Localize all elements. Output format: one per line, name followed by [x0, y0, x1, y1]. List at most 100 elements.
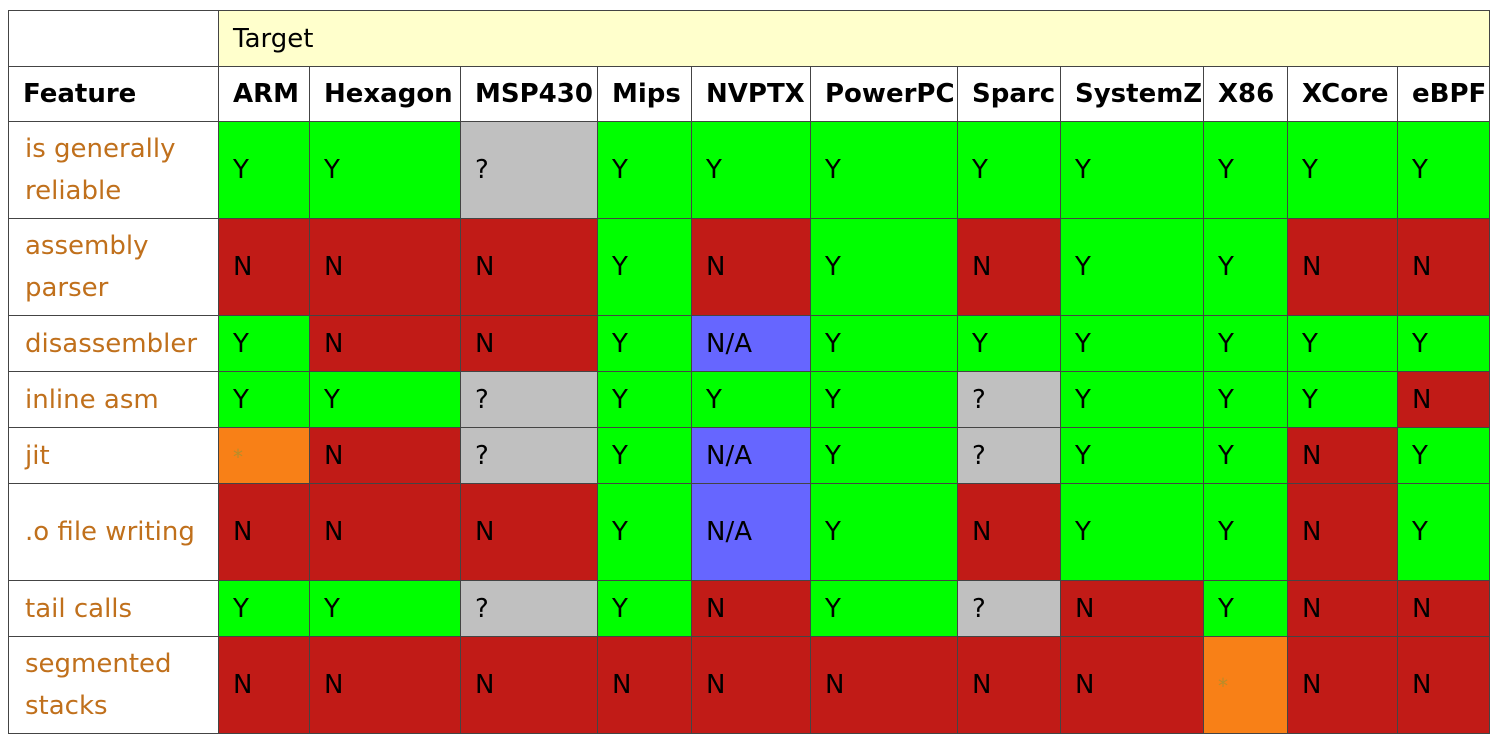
status-value: Y	[1075, 328, 1091, 359]
target-header-powerpc: PowerPC	[810, 66, 958, 122]
status-cell: N	[309, 315, 461, 372]
status-cell: Y	[309, 371, 461, 428]
status-cell: N/A	[691, 483, 811, 581]
status-value: N/A	[706, 517, 752, 547]
status-cell: Y	[1287, 121, 1398, 219]
status-cell: Y	[1060, 121, 1204, 219]
table-row: jit * N? Y N/A Y? Y Y N Y	[8, 427, 1490, 484]
status-cell: Y	[1060, 315, 1204, 372]
target-header-arm: ARM	[218, 66, 310, 122]
status-cell: N	[957, 218, 1061, 316]
status-value: N	[324, 440, 344, 471]
feature-header: Feature	[8, 66, 219, 122]
status-value: N	[233, 517, 253, 547]
status-cell: ?	[460, 580, 598, 637]
status-value: N	[233, 252, 253, 282]
status-cell: Y	[1203, 218, 1288, 316]
status-value: ?	[475, 384, 489, 415]
status-value: Y	[233, 328, 249, 359]
status-value: N	[475, 517, 495, 547]
status-cell: Y	[691, 121, 811, 219]
status-value: Y	[1218, 155, 1234, 185]
table-row: is generally reliable Y Y? Y Y Y Y Y Y Y Y	[8, 121, 1490, 219]
status-cell: Y	[1060, 371, 1204, 428]
feature-link[interactable]: assembly parser	[8, 218, 219, 316]
status-cell: N	[218, 218, 310, 316]
status-value: Y	[233, 593, 249, 624]
status-cell: Y	[1397, 427, 1490, 484]
status-value: *	[1218, 674, 1228, 698]
status-value: Y	[825, 517, 841, 547]
target-header-mips: Mips	[597, 66, 692, 122]
table-row: inline asm Y Y? Y Y Y? Y Y Y N	[8, 371, 1490, 428]
status-value: Y	[706, 384, 722, 415]
status-value: N	[233, 670, 253, 700]
table-row: assembly parser N N N Y N Y N Y Y N N	[8, 218, 1490, 316]
feature-link[interactable]: is generally reliable	[8, 121, 219, 219]
status-cell: N	[1060, 636, 1204, 734]
status-cell: Y	[1203, 371, 1288, 428]
header-row-target: Target	[8, 10, 1490, 67]
status-value: ?	[475, 155, 489, 185]
status-cell: Y	[810, 427, 958, 484]
status-value: N	[972, 670, 992, 700]
feature-link[interactable]: jit	[8, 427, 219, 484]
target-header: Target	[218, 10, 1490, 67]
status-value: Y	[1302, 155, 1318, 185]
status-cell: Y	[1203, 315, 1288, 372]
status-value: Y	[1218, 593, 1234, 624]
status-cell: Y	[218, 121, 310, 219]
status-cell: Y	[597, 483, 692, 581]
target-header-ebpf: eBPF	[1397, 66, 1490, 122]
status-value: Y	[1218, 328, 1234, 359]
status-cell: N	[218, 636, 310, 734]
target-header-nvptx: NVPTX	[691, 66, 811, 122]
status-cell: N	[1397, 371, 1490, 428]
status-cell: N	[957, 483, 1061, 581]
status-value: Y	[612, 328, 628, 359]
status-cell: N	[691, 636, 811, 734]
status-value: Y	[825, 593, 841, 624]
status-value: Y	[1075, 440, 1091, 471]
target-feature-matrix: Target Feature ARM Hexagon MSP430 Mips NVPTX…	[8, 10, 1490, 734]
status-cell: N	[1397, 636, 1490, 734]
status-value: N	[1302, 517, 1322, 547]
status-cell: Y	[810, 580, 958, 637]
status-cell: N	[218, 483, 310, 581]
status-cell: Y	[597, 315, 692, 372]
status-cell: N	[691, 580, 811, 637]
status-value: Y	[612, 384, 628, 415]
status-value: Y	[612, 440, 628, 471]
feature-link[interactable]: .o file writing	[8, 483, 219, 581]
status-value: N	[475, 670, 495, 700]
status-cell: Y	[810, 315, 958, 372]
status-value: Y	[972, 155, 988, 185]
status-value: Y	[324, 384, 340, 415]
status-value: Y	[324, 593, 340, 624]
status-value: N	[1412, 593, 1432, 624]
status-value: N	[1302, 440, 1322, 471]
status-value: Y	[1075, 155, 1091, 185]
status-cell: N	[309, 636, 461, 734]
feature-link[interactable]: tail calls	[8, 580, 219, 637]
status-cell: Y	[810, 218, 958, 316]
status-cell: ?	[460, 121, 598, 219]
status-value: Y	[825, 440, 841, 471]
status-cell: Y	[810, 483, 958, 581]
status-cell: N	[460, 483, 598, 581]
status-value: Y	[972, 328, 988, 359]
status-cell: Y	[597, 218, 692, 316]
status-value: Y	[612, 252, 628, 282]
status-value: ?	[972, 440, 986, 471]
status-value: N	[1075, 670, 1095, 700]
status-value: Y	[1075, 517, 1091, 547]
status-value: N	[324, 252, 344, 282]
feature-link[interactable]: inline asm	[8, 371, 219, 428]
feature-link[interactable]: disassembler	[8, 315, 219, 372]
status-value: Y	[233, 384, 249, 415]
header-row-targets: Feature ARM Hexagon MSP430 Mips NVPTX PowerPC…	[8, 66, 1490, 122]
status-cell: Y	[1203, 483, 1288, 581]
feature-link[interactable]: segmented stacks	[8, 636, 219, 734]
status-cell: N	[309, 427, 461, 484]
